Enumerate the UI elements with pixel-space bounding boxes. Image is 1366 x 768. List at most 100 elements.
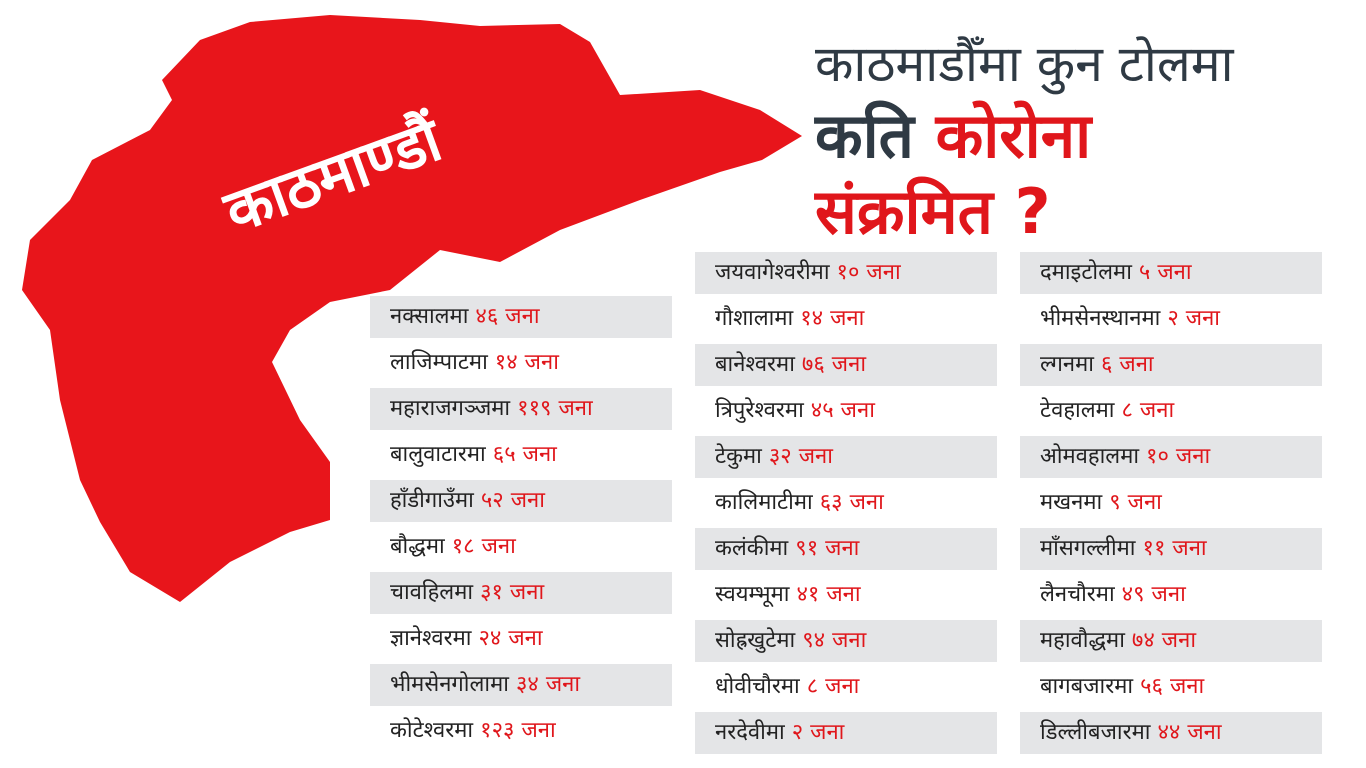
case-count: २ जना: [1167, 306, 1221, 331]
list-row: नरदेवीमा २ जना: [695, 712, 997, 754]
list-row: कालिमाटीमा ६३ जना: [695, 482, 997, 524]
case-count: १२३ जना: [480, 718, 556, 743]
case-count: ११९ जना: [517, 396, 593, 421]
list-row: टेकुमा ३२ जना: [695, 436, 997, 478]
title-line: कति कोरोना: [815, 92, 1091, 176]
list-row: महाराजगञ्जमा ११९ जना: [370, 388, 672, 430]
place-name: मखनमा: [1040, 490, 1103, 515]
list-row: ओमवहालमा १० जना: [1020, 436, 1322, 478]
place-name: भीमसेनस्थानमा: [1040, 306, 1161, 331]
list-row: चावहिलमा ३१ जना: [370, 572, 672, 614]
place-name: बालुवाटारमा: [390, 442, 486, 467]
case-count: ९ जना: [1109, 490, 1162, 515]
list-column: जयवागेश्वरीमा १० जना गौशालामा १४ जना बानेश…: [695, 252, 997, 758]
case-count: ८ जना: [1121, 398, 1175, 423]
title-word: कति: [815, 99, 915, 172]
list-row: धोवीचौरमा ८ जना: [695, 666, 997, 708]
case-count: ९४ जना: [802, 628, 867, 653]
case-count: १४ जना: [494, 350, 559, 375]
case-count: ७४ जना: [1131, 628, 1197, 653]
place-name: माँसगल्लीमा: [1040, 536, 1136, 561]
case-count: ४४ जना: [1157, 720, 1222, 745]
list-row: मखनमा ९ जना: [1020, 482, 1322, 524]
place-name: धोवीचौरमा: [715, 674, 800, 699]
place-name: टेकुमा: [715, 444, 762, 469]
case-count: ७६ जना: [801, 352, 867, 377]
title-line: संक्रमित ?: [815, 175, 1051, 248]
list-row: टेवहालमा ८ जना: [1020, 390, 1322, 432]
list-row: ज्ञानेश्वरमा २४ जना: [370, 618, 672, 660]
list-row: भीमसेनगोलामा ३४ जना: [370, 664, 672, 706]
list-row: बागबजारमा ५६ जना: [1020, 666, 1322, 708]
list-row: महावौद्धमा ७४ जना: [1020, 620, 1322, 662]
case-count: ५२ जना: [480, 488, 545, 513]
place-name: बागबजारमा: [1040, 674, 1134, 699]
map: काठमाण्डौं: [22, 15, 802, 602]
list-row: कोटेश्वरमा १२३ जना: [370, 710, 672, 752]
list-row: सोह्रखुटेमा ९४ जना: [695, 620, 997, 662]
case-count: २४ जना: [478, 626, 543, 651]
title-word: कोरोना: [935, 99, 1092, 172]
place-name: कोटेश्वरमा: [390, 718, 474, 743]
case-count: २ जना: [791, 720, 845, 745]
case-count: ३४ जना: [515, 672, 581, 697]
place-name: दमाइटोलमा: [1040, 260, 1132, 285]
list-row: लैनचौरमा ४९ जना: [1020, 574, 1322, 616]
list-row: डिल्लीबजारमा ४४ जना: [1020, 712, 1322, 754]
place-name: स्वयम्भूमा: [715, 582, 790, 607]
list-row: बालुवाटारमा ६५ जना: [370, 434, 672, 476]
list-row: दमाइटोलमा ५ जना: [1020, 252, 1322, 294]
place-name: सोह्रखुटेमा: [715, 628, 796, 653]
case-count: ३१ जना: [480, 580, 545, 605]
list-row: भीमसेनस्थानमा २ जना: [1020, 298, 1322, 340]
place-name: नक्सालमा: [390, 304, 469, 329]
case-count: ३२ जना: [768, 444, 833, 469]
place-name: लाजिम्पाटमा: [390, 350, 488, 375]
place-name: नरदेवीमा: [715, 720, 785, 745]
place-name: ल्गनमा: [1040, 352, 1094, 377]
place-name: त्रिपुरेश्वरमा: [715, 398, 804, 423]
district-shape: [22, 15, 802, 602]
case-count: १४ जना: [800, 306, 865, 331]
place-name: डिल्लीबजारमा: [1040, 720, 1151, 745]
case-count: ६३ जना: [819, 490, 884, 515]
list-row: कलंकीमा ९१ जना: [695, 528, 997, 570]
place-name: कालिमाटीमा: [715, 490, 813, 515]
list-row: स्वयम्भूमा ४१ जना: [695, 574, 997, 616]
place-name: बानेश्वरमा: [715, 352, 795, 377]
case-count: ४६ जना: [475, 304, 540, 329]
case-count: ५ जना: [1138, 260, 1192, 285]
place-name: चावहिलमा: [390, 580, 474, 605]
title-line: काठमाडौँमा कुन टोलमा: [815, 35, 1234, 93]
place-name: जयवागेश्वरीमा: [715, 260, 830, 285]
place-name: ओमवहालमा: [1040, 444, 1140, 469]
place-name: हाँडीगाउँमा: [390, 488, 474, 513]
list-row: बानेश्वरमा ७६ जना: [695, 344, 997, 386]
place-name: महावौद्धमा: [1040, 628, 1125, 653]
place-name: लैनचौरमा: [1040, 582, 1115, 607]
case-count: ८ जना: [806, 674, 860, 699]
place-name: ज्ञानेश्वरमा: [390, 626, 472, 651]
list-row: जयवागेश्वरीमा १० जना: [695, 252, 997, 294]
list-column: दमाइटोलमा ५ जना भीमसेनस्थानमा २ जना ल्गनमा…: [1020, 252, 1322, 758]
list-row: नक्सालमा ४६ जना: [370, 296, 672, 338]
list-row: लाजिम्पाटमा १४ जना: [370, 342, 672, 384]
case-count: ४१ जना: [796, 582, 861, 607]
case-count: ६५ जना: [492, 442, 557, 467]
place-name: गौशालामा: [715, 306, 794, 331]
case-count: ९१ जना: [795, 536, 860, 561]
place-name: टेवहालमा: [1040, 398, 1115, 423]
case-count: १० जना: [836, 260, 901, 285]
list-row: बौद्धमा १८ जना: [370, 526, 672, 568]
list-row: ल्गनमा ६ जना: [1020, 344, 1322, 386]
case-count: १८ जना: [451, 534, 516, 559]
case-count: ६ जना: [1100, 352, 1154, 377]
place-name: बौद्धमा: [390, 534, 445, 559]
place-name: महाराजगञ्जमा: [390, 396, 511, 421]
case-count: ११ जना: [1142, 536, 1207, 561]
place-name: कलंकीमा: [715, 536, 789, 561]
case-count: १० जना: [1146, 444, 1211, 469]
case-count: ५६ जना: [1140, 674, 1205, 699]
list-row: त्रिपुरेश्वरमा ४५ जना: [695, 390, 997, 432]
